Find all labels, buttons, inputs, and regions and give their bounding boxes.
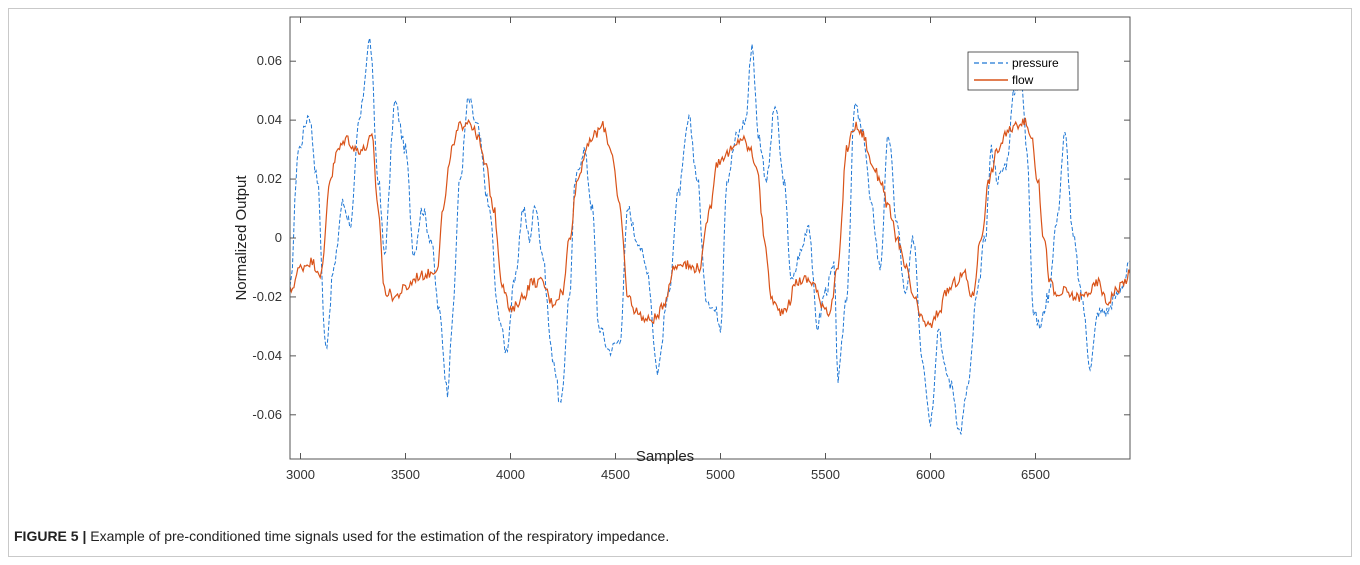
figure-caption: FIGURE 5 | Example of pre-conditioned ti… (14, 528, 669, 544)
x-tick-label: 4500 (601, 467, 630, 482)
series-layer (289, 37, 1131, 435)
y-tick-label: 0.02 (257, 171, 282, 186)
plot-border (289, 16, 1131, 460)
x-axis: 3000 3500 4000 4500 5000 5500 6000 6500 (286, 17, 1050, 482)
series-line-pressure (289, 37, 1131, 435)
y-tick-label: 0 (275, 230, 282, 245)
legend-box (967, 51, 1079, 91)
x-tick-label: 6000 (916, 467, 945, 482)
x-tick-label: 3500 (391, 467, 420, 482)
y-tick-label: 0.06 (257, 53, 282, 68)
y-axis-label: Normalized Output (233, 175, 250, 301)
y-tick-label: -0.04 (252, 348, 282, 363)
y-axis: -0.06 -0.04 -0.02 0 0.02 0.04 0.06 (252, 53, 1130, 422)
y-tick-label: -0.02 (252, 289, 282, 304)
x-tick-label: 5000 (706, 467, 735, 482)
legend-label-pressure: pressure (1012, 56, 1059, 70)
x-axis-label: Samples (636, 448, 694, 465)
series-line-flow (289, 117, 1131, 328)
x-tick-label: 6500 (1021, 467, 1050, 482)
x-tick-label: 4000 (496, 467, 525, 482)
x-tick-label: 3000 (286, 467, 315, 482)
x-tick-label: 5500 (811, 467, 840, 482)
y-tick-label: 0.04 (257, 112, 282, 127)
figure-label: FIGURE 5 | (14, 528, 87, 544)
y-tick-label: -0.06 (252, 407, 282, 422)
legend: pressure flow (967, 51, 1079, 91)
legend-label-flow: flow (1012, 73, 1034, 87)
figure-caption-text: Example of pre-conditioned time signals … (90, 528, 670, 544)
plot-area (290, 17, 1130, 459)
